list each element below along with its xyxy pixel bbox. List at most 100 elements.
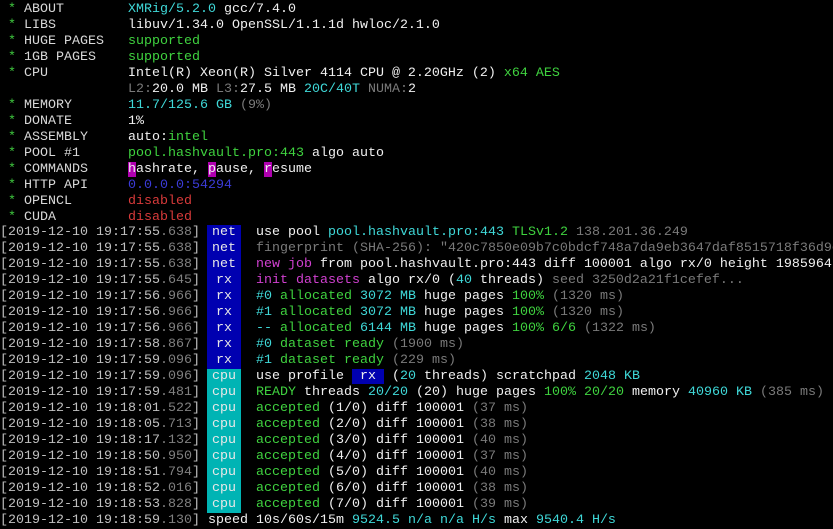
text-segment: (7/0) diff [320, 497, 416, 512]
log-timestamp: [2019-12-10 19:18:53.828] [0, 497, 200, 513]
log-tag-cpu: cpu [207, 465, 241, 481]
timestamp-ms: .645 [159, 273, 192, 288]
text-segment: 40960 KB [687, 385, 752, 400]
text-segment: speed [208, 513, 248, 528]
text-segment: (9%) [231, 98, 272, 113]
log-line: [2019-12-10 19:17:59.096] cpu use profile … [0, 369, 833, 385]
timestamp-ms: .481 [159, 385, 192, 400]
info-line: * ABOUT XMRig/5.2.0 gcc/7.4.0 [0, 2, 833, 18]
bullet-star-icon: * [8, 50, 16, 65]
timestamp-ms: .867 [159, 337, 192, 352]
timestamp-main: [2019-12-10 19:17:59 [0, 385, 160, 400]
timestamp-main: [2019-12-10 19:17:56 [0, 289, 160, 304]
text-segment: h [128, 162, 136, 177]
text-segment: 100% 20/20 [543, 385, 624, 400]
text-segment: accepted [256, 497, 320, 512]
log-timestamp: [2019-12-10 19:17:56.966] [0, 305, 200, 321]
timestamp-main: [2019-12-10 19:18:01 [0, 401, 160, 416]
log-message: accepted (4/0) diff 100001 (37 ms) [256, 449, 528, 465]
text-segment: ashrate, [136, 162, 208, 177]
text-segment: accepted [256, 401, 320, 416]
log-message: accepted (6/0) diff 100001 (38 ms) [256, 481, 528, 497]
timestamp-main: [2019-12-10 19:18:05 [0, 417, 160, 432]
timestamp-bracket: ] [191, 225, 200, 240]
text-segment: x64 AES [495, 66, 560, 81]
info-line: * COMMANDS hashrate, pause, resume [0, 162, 833, 178]
timestamp-bracket: ] [191, 257, 200, 272]
timestamp-bracket: ] [191, 337, 200, 352]
info-line: * CPU Intel(R) Xeon(R) Silver 4114 CPU @ 2… [0, 66, 833, 82]
info-label: HUGE PAGES [24, 34, 104, 49]
log-tag-cpu: cpu [207, 417, 241, 433]
text-segment: (4/0) diff [320, 449, 416, 464]
log-tag-cpu: cpu [207, 401, 241, 417]
text-segment: pool.hashvault.pro:443 [327, 225, 512, 240]
log-timestamp: [2019-12-10 19:18:17.132] [0, 433, 200, 449]
text-segment: (6/0) diff [320, 481, 416, 496]
log-timestamp: [2019-12-10 19:17:55.638] [0, 225, 200, 241]
timestamp-main: [2019-12-10 19:17:55 [0, 241, 160, 256]
log-tag-cpu: cpu [207, 369, 241, 385]
info-line: * MEMORY 11.7/125.6 GB (9%) [0, 98, 833, 114]
log-line: [2019-12-10 19:17:59.096] rx #1 dataset re… [0, 353, 833, 369]
timestamp-bracket: ] [191, 385, 200, 400]
text-segment: (38 ms) [463, 417, 528, 432]
log-message: speed 10s/60s/15m 9524.5 n/a n/a H/s max… [208, 513, 616, 529]
timestamp-ms: .966 [159, 305, 192, 320]
log-message: init datasets algo rx/0 (40 threads) see… [256, 273, 744, 289]
log-tag-rx: rx [207, 273, 241, 289]
log-line: [2019-12-10 19:17:55.638] net new job from… [0, 257, 833, 273]
log-line: [2019-12-10 19:18:52.016] cpu accepted (6/… [0, 481, 833, 497]
text-segment: 9540.4 H/s [535, 513, 616, 528]
text-segment: (3/0) diff [320, 433, 416, 448]
log-message: accepted (2/0) diff 100001 (38 ms) [256, 417, 528, 433]
log-line: [2019-12-10 19:18:50.950] cpu accepted (4/… [0, 449, 833, 465]
info-label: HTTP API [24, 178, 88, 193]
bullet-star-icon: * [8, 194, 16, 209]
info-value: Intel(R) Xeon(R) Silver 4114 CPU @ 2.20G… [128, 66, 560, 82]
info-line: * HTTP API 0.0.0.0:54294 [0, 178, 833, 194]
text-segment: (5/0) diff [320, 465, 416, 480]
info-label: 1GB PAGES [24, 50, 96, 65]
text-segment: 100001 [415, 433, 464, 448]
text-segment: -- [256, 321, 272, 336]
timestamp-main: [2019-12-10 19:17:56 [0, 305, 160, 320]
info-value: hashrate, pause, resume [128, 162, 312, 178]
timestamp-ms: .096 [159, 353, 192, 368]
bullet-star-icon: * [8, 2, 16, 17]
text-segment: ( [383, 369, 400, 384]
text-segment: max [495, 513, 536, 528]
text-segment: allocated [272, 321, 352, 336]
text-segment: libuv/1.34.0 OpenSSL/1.1.1d hwloc/2.1.0 [128, 18, 440, 33]
text-segment: NUMA: [360, 82, 408, 97]
text-segment: 20C/40T [304, 82, 360, 97]
text-segment: from pool.hashvault.pro:443 diff 100001 … [312, 257, 832, 272]
timestamp-ms: .096 [159, 369, 192, 384]
log-message: accepted (5/0) diff 100001 (40 ms) [256, 465, 528, 481]
log-line: [2019-12-10 19:18:05.713] cpu accepted (2/… [0, 417, 833, 433]
text-segment: #1 [256, 353, 272, 368]
text-segment: 6144 MB [351, 321, 416, 336]
text-segment: disabled [128, 194, 192, 209]
log-tag-rx: rx [207, 337, 241, 353]
text-segment: allocated [272, 305, 352, 320]
info-line: L2:20.0 MB L3:27.5 MB 20C/40T NUMA:2 [0, 82, 833, 98]
info-value: auto:intel [128, 130, 208, 146]
timestamp-main: [2019-12-10 19:17:55 [0, 257, 160, 272]
log-tag-cpu: cpu [207, 449, 241, 465]
timestamp-ms: .638 [159, 257, 192, 272]
timestamp-bracket: ] [191, 305, 200, 320]
text-segment: READY [256, 385, 296, 400]
text-segment: (2/0) diff [320, 417, 416, 432]
info-line: * DONATE 1% [0, 114, 833, 130]
info-value: L2:20.0 MB L3:27.5 MB 20C/40T NUMA:2 [128, 82, 416, 98]
log-tag-net: net [207, 257, 241, 273]
bullet-star-icon: * [8, 178, 16, 193]
timestamp-ms: .966 [159, 289, 192, 304]
timestamp-main: [2019-12-10 19:18:17 [0, 433, 160, 448]
log-line: [2019-12-10 19:17:55.638] net fingerprint … [0, 241, 833, 257]
log-message: accepted (3/0) diff 100001 (40 ms) [256, 433, 528, 449]
info-value: disabled [128, 194, 192, 210]
text-segment: 100001 [415, 481, 464, 496]
text-segment: (1320 ms) [543, 289, 624, 304]
